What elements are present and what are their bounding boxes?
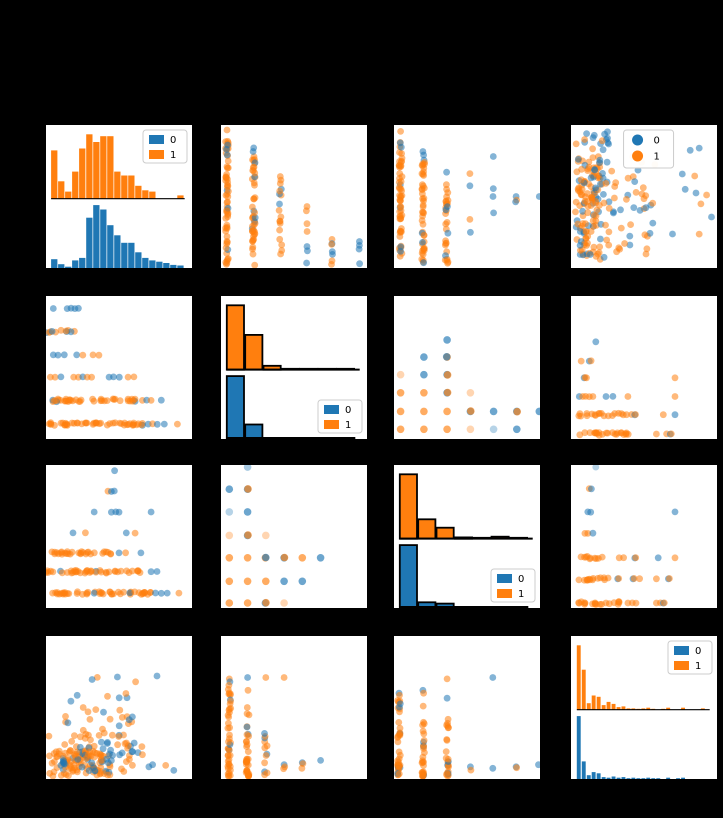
legend-label-1: 1 [518,589,524,600]
pairplot-panel-r4c2-scatter [221,636,367,779]
legend-marker-patch-0 [497,574,512,583]
legend-label-0: 0 [518,574,524,585]
pairplot-panel-r2c3-scatter [394,296,540,439]
panel-canvas-r4c4: 01 [576,640,713,779]
pairplot-panel-r4c1-scatter [46,636,192,779]
legend-marker-patch-0 [674,646,689,655]
legend-label-1: 1 [345,420,351,431]
legend-label-0: 0 [345,405,351,416]
panel-canvas-r4c1 [46,672,178,779]
panel-canvas-r2c3 [396,336,540,434]
panel-legend: 01 [142,129,188,164]
legend-marker-patch-1 [674,661,689,670]
legend-label-1: 1 [695,661,701,672]
legend-label-1: 1 [170,150,176,161]
panel-legend: 01 [317,399,363,434]
legend-marker-circle-0 [632,134,644,146]
legend-label-0: 0 [170,135,176,146]
legend-marker-patch-1 [497,589,512,598]
pairplot-panel-r4c3-scatter [394,636,540,779]
legend-marker-circle-1 [632,150,644,162]
panel-legend: 01 [490,568,536,603]
panel-canvas-r1c4: 01 [572,128,715,263]
pairplot-panel-r3c1-scatter [46,465,192,608]
pairplot-panel-r2c1-scatter [46,296,192,439]
panel-canvas-r4c3 [394,674,540,779]
panel-canvas-r3c4 [575,465,679,608]
panel-canvas-r3c1 [46,467,183,598]
panel-canvas-r1c2 [222,126,363,268]
legend-marker-patch-1 [149,150,164,159]
pairplot-panel-r1c3-scatter [394,125,540,268]
panel-legend: 01 [667,640,713,675]
panel-legend: 01 [623,129,675,169]
legend-label-0: 0 [654,136,660,147]
panel-canvas-r3c3: 01 [398,473,536,608]
legend-marker-patch-0 [149,135,164,144]
legend-marker-patch-0 [324,405,339,414]
panel-canvas-r1c3 [395,128,540,267]
legend-label-0: 0 [695,646,701,657]
legend-label-1: 1 [654,152,660,163]
panel-canvas-r4c2 [224,674,324,779]
panel-canvas-r1c1: 01 [51,129,188,268]
pairplot-panel-r3c4-scatter [571,465,717,608]
panel-canvas-r2c2: 01 [225,304,363,439]
pairplot-panel-r2c4-scatter [571,296,717,439]
pairplot-panel-r1c2-scatter [221,125,367,268]
panel-canvas-r2c4 [575,338,679,439]
pairplot-panel-r3c2-scatter [221,465,367,608]
legend-marker-patch-1 [324,420,339,429]
panel-canvas-r2c1 [46,304,181,429]
panel-canvas-r3c2 [225,465,325,607]
